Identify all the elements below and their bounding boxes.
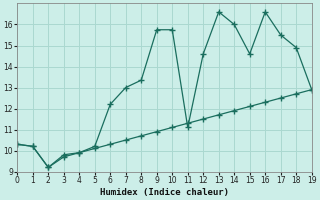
X-axis label: Humidex (Indice chaleur): Humidex (Indice chaleur) <box>100 188 229 197</box>
